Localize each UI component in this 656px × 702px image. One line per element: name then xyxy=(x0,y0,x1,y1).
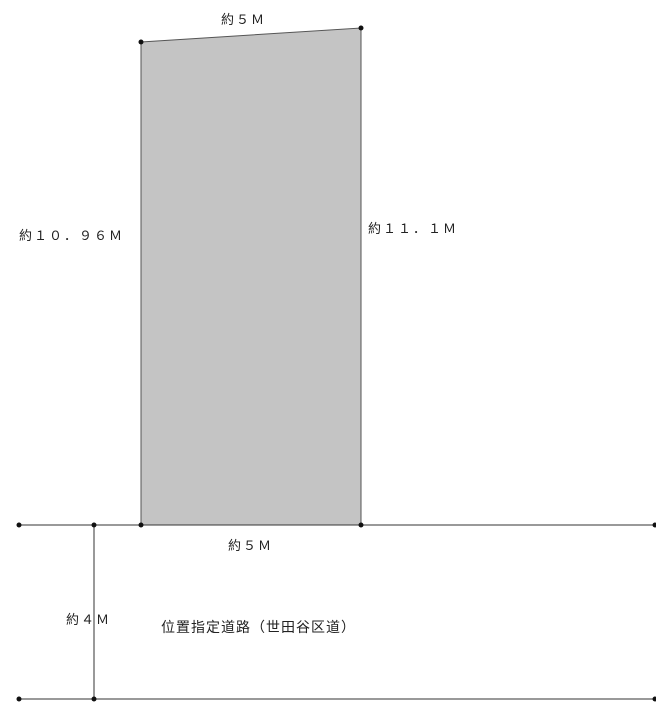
top-length-label: 約５Ｍ xyxy=(221,13,266,28)
bottom-length-label: 約５Ｍ xyxy=(228,539,273,554)
road-point-right-lower xyxy=(652,696,656,702)
road-width-label: 約４Ｍ xyxy=(66,613,111,628)
road-point-left-lower xyxy=(16,696,22,702)
road-point-right-upper xyxy=(652,522,656,528)
lot-shape xyxy=(140,27,362,526)
right-length-label: 約１１．１Ｍ xyxy=(368,222,458,237)
road-point-left-upper xyxy=(16,522,22,528)
road-name-label: 位置指定道路（世田谷区道） xyxy=(161,620,356,636)
vertex-top-right xyxy=(358,25,364,31)
road-point-dimension-upper xyxy=(91,522,97,528)
road-point-dimension-lower xyxy=(91,696,97,702)
vertex-top-left xyxy=(138,39,144,45)
left-length-label: 約１０．９６Ｍ xyxy=(19,229,124,244)
vertex-bottom-right xyxy=(358,522,364,528)
vertex-bottom-left xyxy=(138,522,144,528)
